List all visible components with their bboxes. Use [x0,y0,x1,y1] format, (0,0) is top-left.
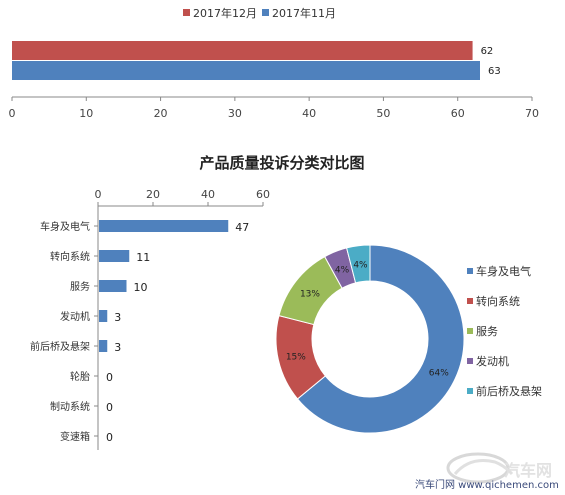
donut-legend-label: 前后桥及悬架 [476,384,542,398]
donut-slice-label: 4% [353,261,368,271]
donut-slice-label: 64% [429,368,449,378]
watermark-car-icon [453,459,514,476]
bl-bar [99,310,108,322]
top-bar-value: 63 [488,66,501,77]
top-tick-label: 0 [9,107,16,120]
top-bar [12,61,480,80]
bl-category-label: 服务 [70,280,90,293]
bl-bar-value: 0 [106,371,113,384]
donut-legend-swatch [467,328,473,334]
top-bars: 62 63 [12,41,501,80]
donut-slice-label: 4% [335,265,350,275]
bl-bar-value: 0 [106,431,113,444]
bl-category-label: 轮胎 [70,370,90,383]
bl-bar-value: 11 [136,251,150,264]
top-tick-label: 70 [525,107,539,120]
donut-slice [346,244,371,284]
bl-tick-label: 60 [256,188,270,201]
bl-bar-value: 3 [114,311,121,324]
bl-bar-value: 10 [134,281,148,294]
bl-category-label: 转向系统 [50,250,90,263]
donut-legend-swatch [467,298,473,304]
top-tick-label: 40 [302,107,316,120]
donut-legend-label: 转向系统 [476,294,520,308]
chart-title: 产品质量投诉分类对比图 [199,154,364,172]
complaint-category-bar-chart: 0 20 40 60 车身及电气 47 转向系统 11 服务 10 发动机 3 前后桥及悬架 3 轮胎 0 制… [30,188,270,450]
bl-category-label: 发动机 [60,310,90,323]
bl-bar [99,340,108,352]
watermark-logo-icon [446,452,510,484]
bl-category-label: 车身及电气 [40,220,90,233]
donut-slice-label: 15% [286,353,306,363]
donut-legend-label: 服务 [476,325,498,338]
bl-x-ticks: 0 20 40 60 [95,188,270,206]
top-x-ticks: 0 10 20 30 40 50 60 70 [9,97,539,120]
top-tick-label: 50 [376,107,390,120]
donut-legend-swatch [467,268,473,274]
top-legend: 2017年12月 2017年11月 [183,6,336,20]
bl-category-label: 制动系统 [50,400,90,413]
donut-slice-label: 13% [300,289,320,299]
bl-bars: 车身及电气 47 转向系统 11 服务 10 发动机 3 前后桥及悬架 3 轮胎 0 制动系统 0 变速箱 0 [30,220,249,444]
top-legend-swatch [262,9,269,16]
top-comparison-chart: 2017年12月 2017年11月 62 63 0 10 20 30 40 50 60 70 [9,6,540,120]
watermark-text: 汽车门网 www.qichemen.com [415,478,559,491]
bl-tick-label: 0 [95,188,102,201]
top-bar [12,41,473,60]
bl-bar-value: 0 [106,401,113,414]
top-tick-label: 20 [154,107,168,120]
bl-bar-value: 3 [114,341,121,354]
top-tick-label: 10 [79,107,93,120]
top-legend-label: 2017年11月 [272,6,336,20]
bl-category-label: 前后桥及悬架 [30,340,90,353]
bl-bar [99,220,229,232]
bl-tick-label: 20 [146,188,160,201]
top-tick-label: 30 [228,107,242,120]
top-bar-value: 62 [481,46,494,57]
watermark: 汽车网 汽车门网 www.qichemen.com [415,452,559,491]
bl-bar [99,250,130,262]
watermark-logo-text: 汽车网 [504,461,552,480]
complaint-share-donut-chart: 64% 15% 13% 4% 4% [275,244,465,434]
donut-legend-label: 车身及电气 [476,264,531,278]
bl-bar-value: 47 [235,221,249,234]
bl-category-label: 变速箱 [60,430,90,443]
donut-legend-label: 发动机 [476,354,509,368]
bl-bar [99,280,127,292]
bl-tick-label: 40 [201,188,215,201]
donut-legend-swatch [467,358,473,364]
top-legend-swatch [183,9,190,16]
donut-slice [296,244,465,434]
top-legend-label: 2017年12月 [193,6,257,20]
top-tick-label: 60 [451,107,465,120]
donut-legend-swatch [467,388,473,394]
